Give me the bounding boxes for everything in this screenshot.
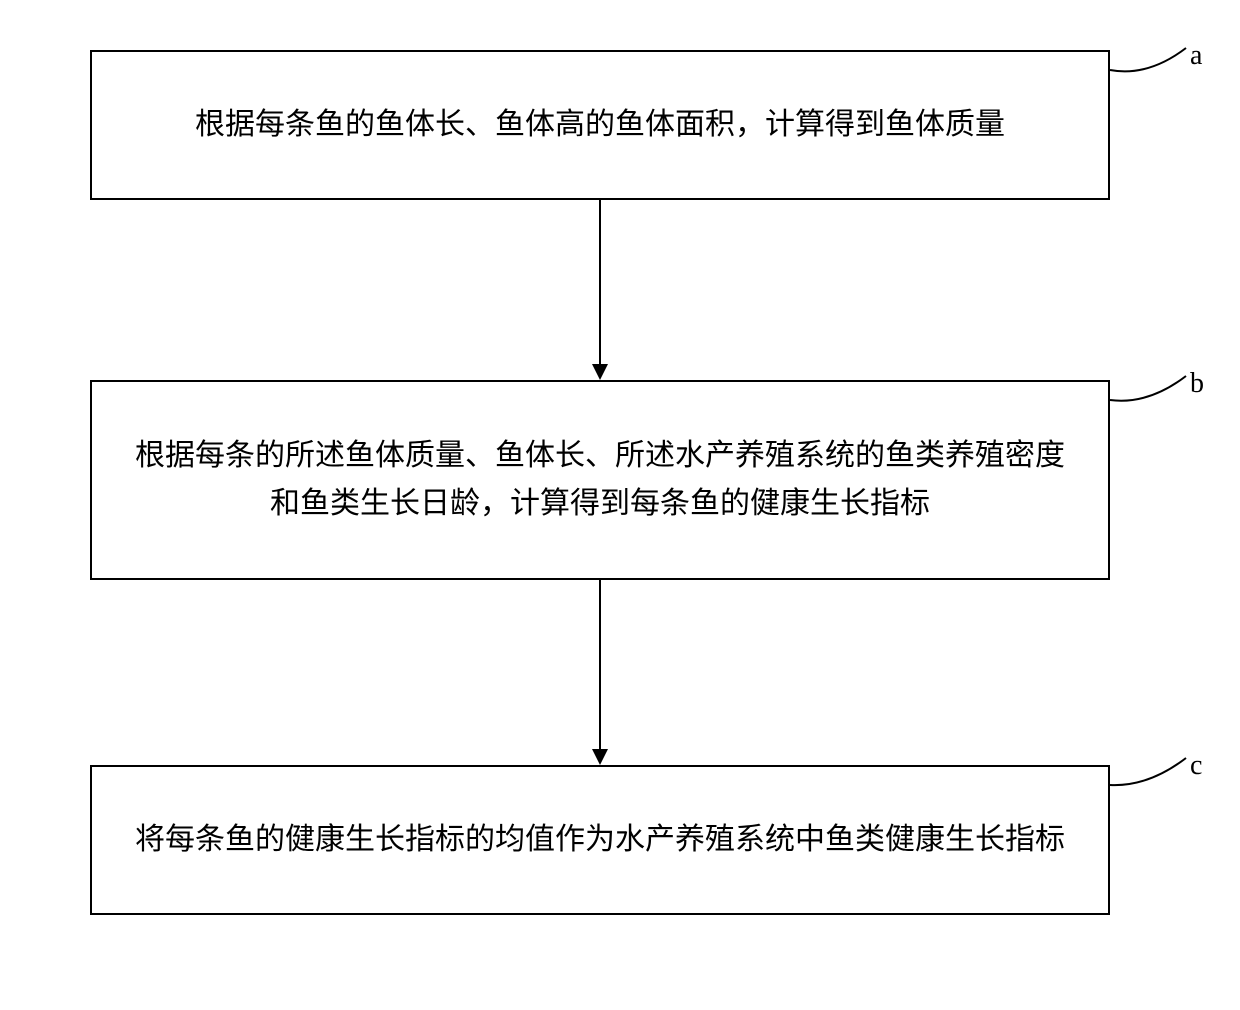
arrow-head-a-to-b (592, 364, 608, 380)
flow-text-a: 根据每条鱼的鱼体长、鱼体高的鱼体面积，计算得到鱼体质量 (195, 101, 1005, 149)
flow-box-c: 将每条鱼的健康生长指标的均值作为水产养殖系统中鱼类健康生长指标 (90, 765, 1110, 915)
arrow-a-to-b (599, 200, 601, 364)
label-b: b (1190, 368, 1204, 400)
arrow-b-to-c (599, 580, 601, 749)
label-curve-b (1108, 370, 1193, 410)
flow-text-b: 根据每条的所述鱼体质量、鱼体长、所述水产养殖系统的鱼类养殖密度和鱼类生长日龄，计… (122, 432, 1078, 528)
flow-box-b: 根据每条的所述鱼体质量、鱼体长、所述水产养殖系统的鱼类养殖密度和鱼类生长日龄，计… (90, 380, 1110, 580)
label-c: c (1190, 750, 1202, 782)
flow-box-a: 根据每条鱼的鱼体长、鱼体高的鱼体面积，计算得到鱼体质量 (90, 50, 1110, 200)
label-curve-c (1108, 752, 1193, 792)
label-a: a (1190, 40, 1202, 72)
arrow-head-b-to-c (592, 749, 608, 765)
label-curve-a (1108, 42, 1193, 82)
flow-text-c: 将每条鱼的健康生长指标的均值作为水产养殖系统中鱼类健康生长指标 (135, 816, 1065, 864)
